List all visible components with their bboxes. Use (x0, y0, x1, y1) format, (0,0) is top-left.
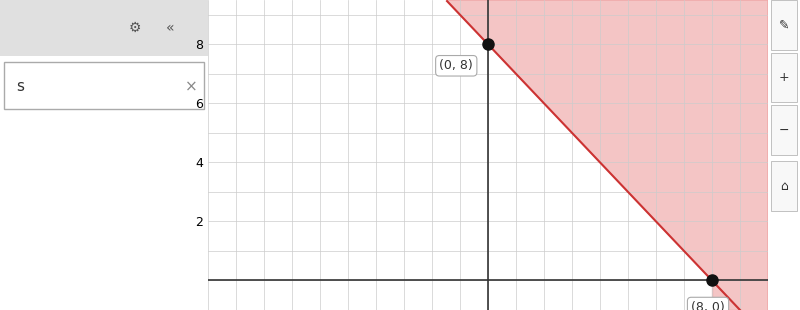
Text: s: s (17, 79, 25, 94)
Text: ⚙: ⚙ (129, 21, 142, 35)
Text: ×: × (185, 79, 198, 94)
Text: −: − (778, 124, 790, 137)
FancyBboxPatch shape (770, 0, 798, 50)
FancyBboxPatch shape (770, 53, 798, 102)
FancyBboxPatch shape (0, 0, 208, 56)
Text: (8, 0): (8, 0) (691, 301, 725, 310)
Text: «: « (166, 21, 175, 35)
FancyBboxPatch shape (4, 62, 204, 108)
FancyBboxPatch shape (770, 105, 798, 155)
Text: ✎: ✎ (778, 18, 790, 31)
FancyBboxPatch shape (770, 161, 798, 211)
Text: (0, 8): (0, 8) (439, 59, 473, 72)
Text: +: + (778, 71, 790, 84)
Text: ⌂: ⌂ (780, 179, 788, 193)
